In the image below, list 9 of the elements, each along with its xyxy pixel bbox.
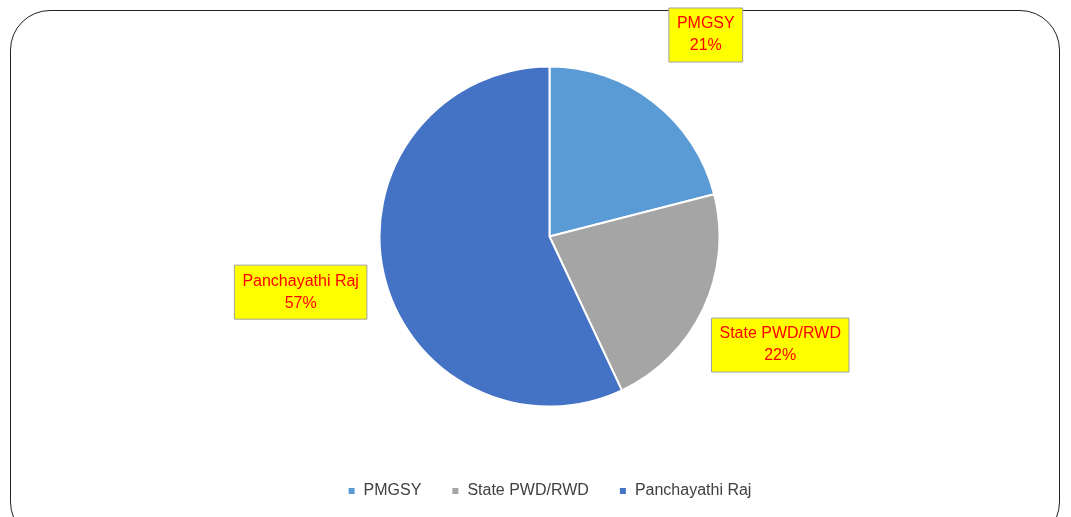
data-label: 57% xyxy=(284,293,317,311)
legend-label: State PWD/RWD xyxy=(467,481,589,499)
data-label: 21% xyxy=(689,36,722,54)
slice-label: PMGSY xyxy=(676,14,736,32)
legend-label: PMGSY xyxy=(363,481,422,499)
slice-label: State PWD/RWD xyxy=(719,324,841,342)
data-label: 22% xyxy=(764,346,797,364)
slice-label: Panchayathi Raj xyxy=(242,271,359,289)
legend-label: Panchayathi Raj xyxy=(634,481,752,499)
